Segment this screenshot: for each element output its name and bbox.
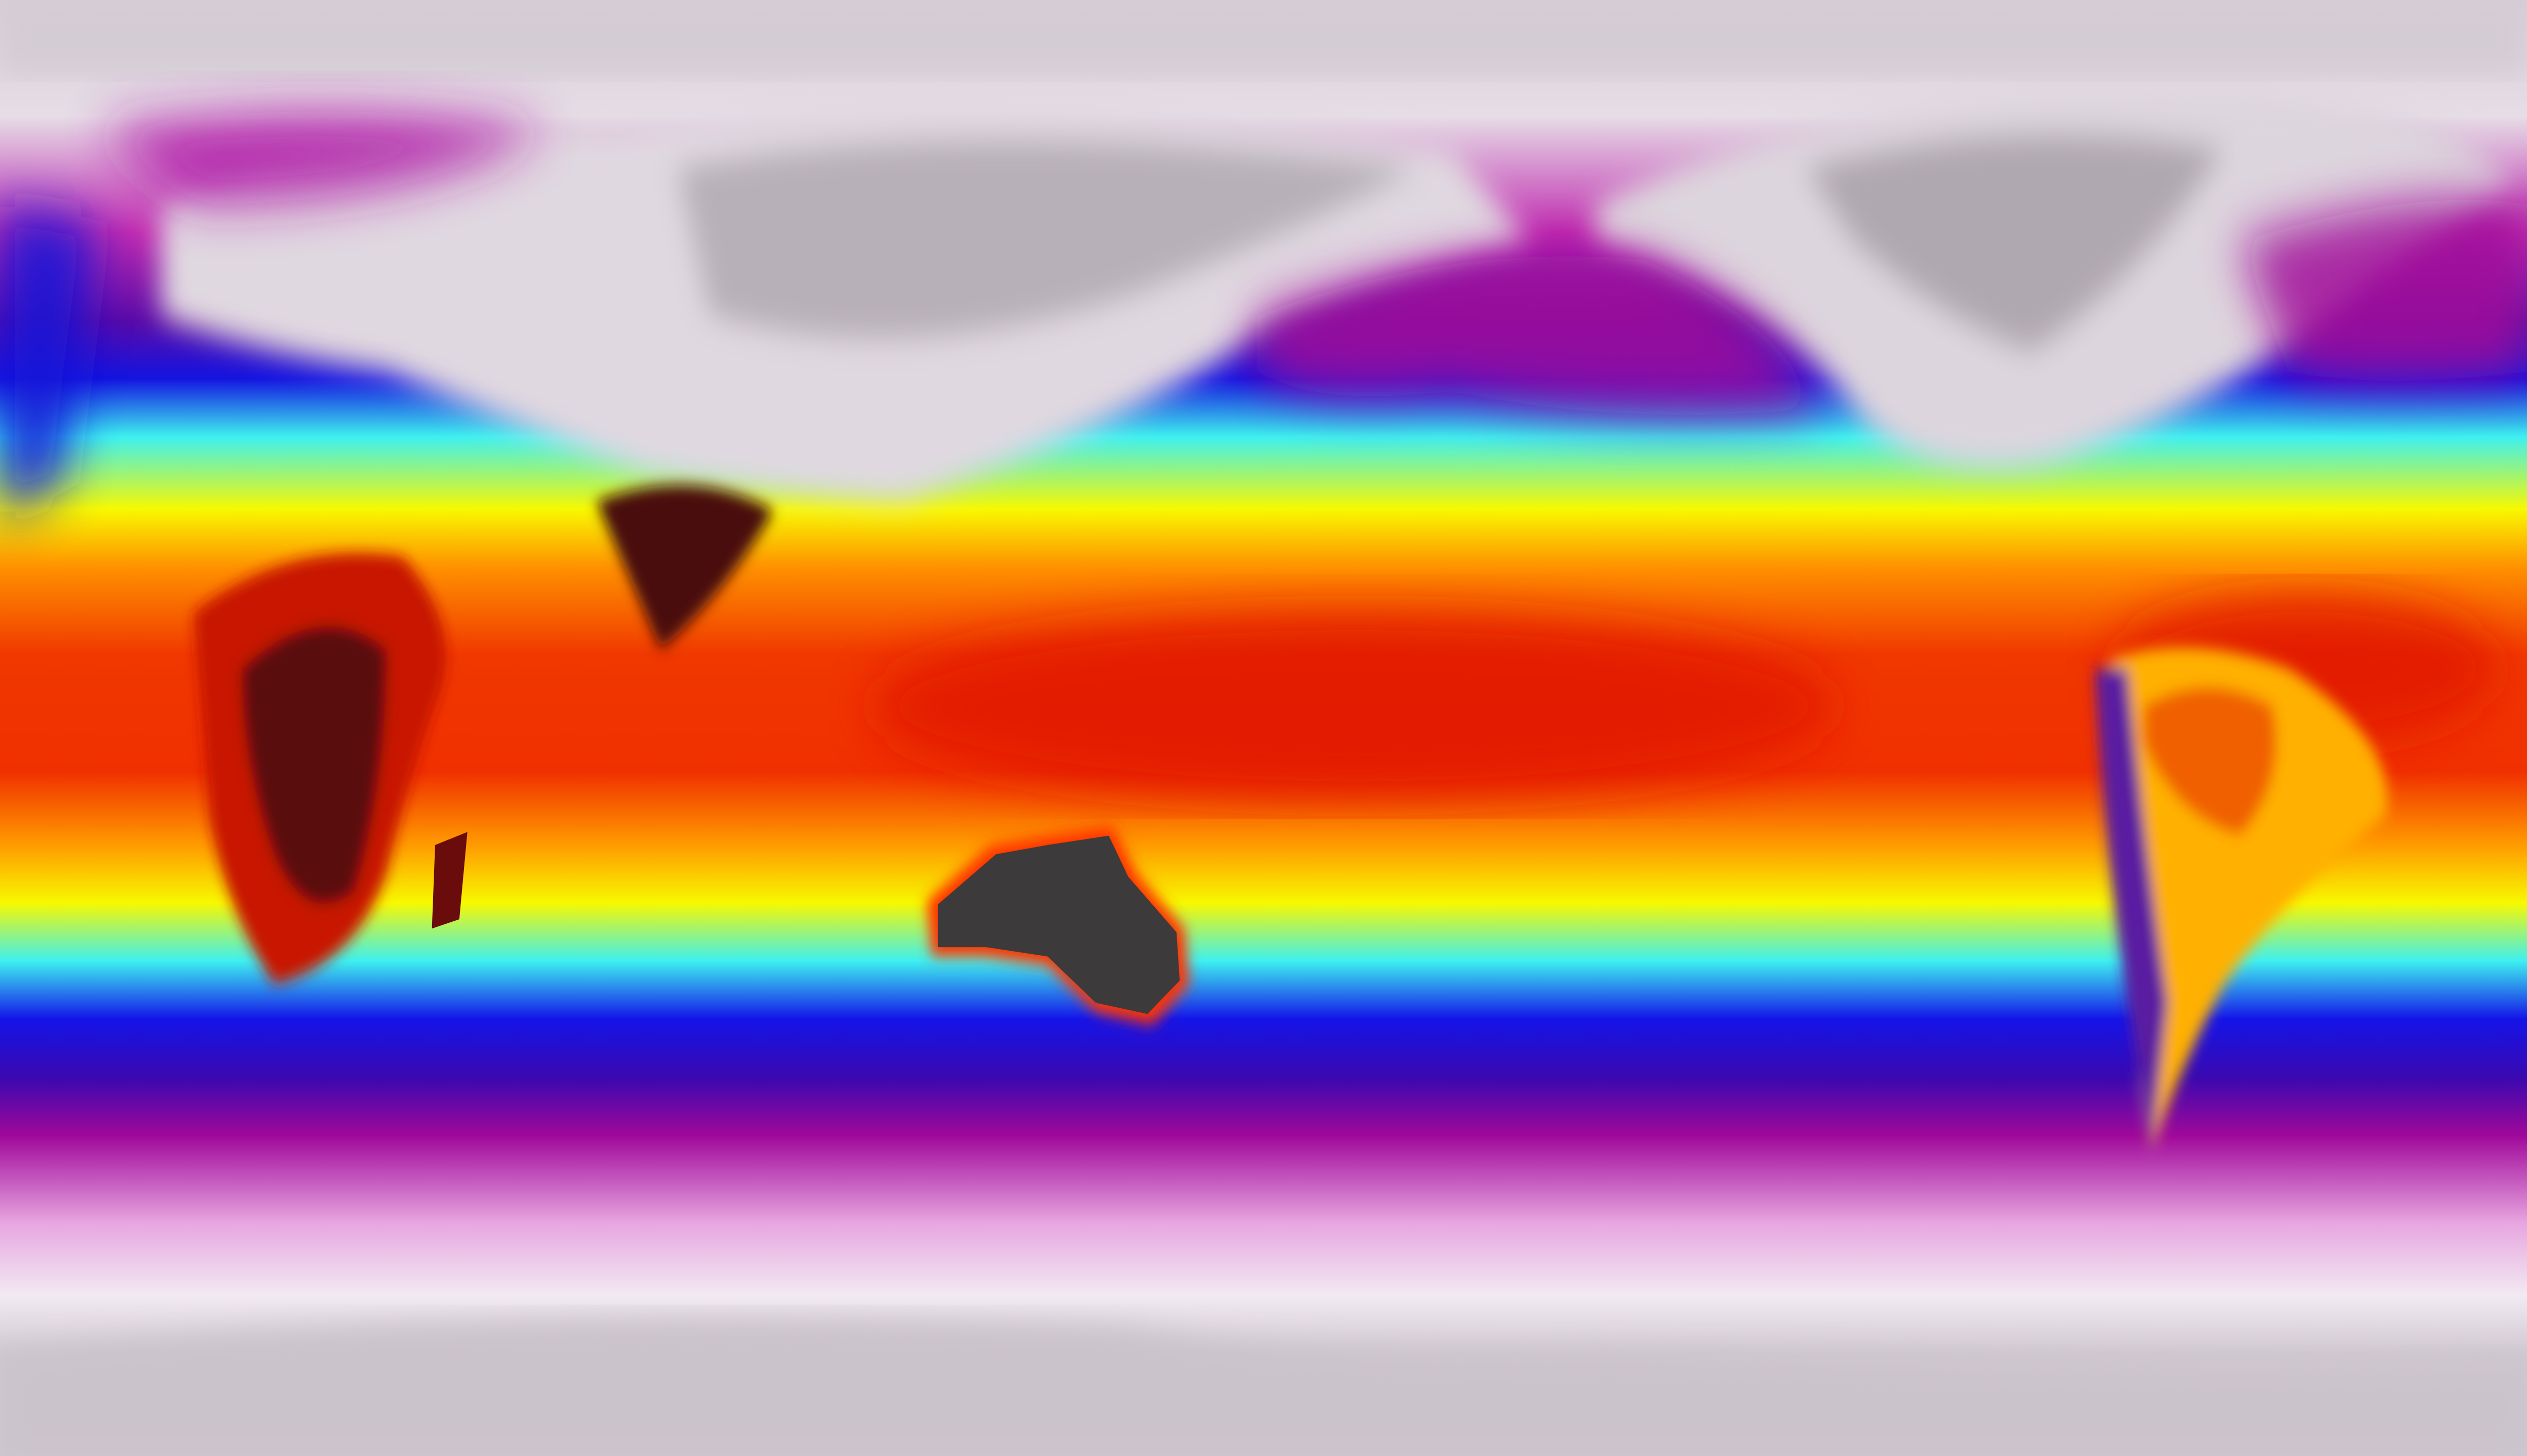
australia-land (926, 826, 1190, 1025)
south-america-land (2095, 647, 2388, 1152)
africa-land (193, 553, 446, 984)
northern-cold-belt (0, 111, 2527, 520)
antarctica-land (0, 1319, 2527, 1456)
north-america-land (1595, 90, 2514, 469)
eurasia-land (161, 106, 1531, 502)
arctic-cap (0, 0, 2527, 74)
india-land (596, 485, 774, 650)
madagascar-land (432, 832, 467, 929)
